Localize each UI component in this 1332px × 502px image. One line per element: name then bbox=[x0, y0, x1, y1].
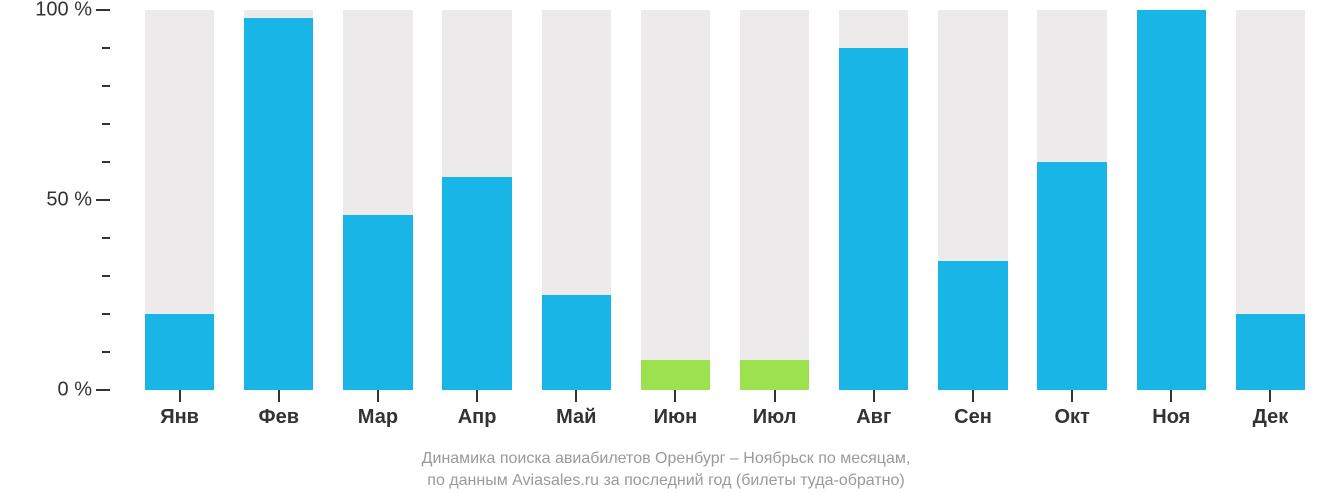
x-slot: Июн bbox=[626, 390, 725, 440]
y-minor-tick bbox=[102, 313, 110, 315]
bar-slot bbox=[527, 10, 626, 390]
bar-background bbox=[740, 10, 809, 390]
x-axis: Янв Фев Мар Апр Май Июн Июл Авг Сен Окт Ноя Дек bbox=[130, 390, 1320, 440]
x-tick bbox=[278, 390, 280, 402]
monthly-search-bar-chart: 0 %50 %100 % ЯнвФевМарАпрМайИюнИюлАвгСен… bbox=[0, 0, 1332, 502]
x-slot: Апр bbox=[428, 390, 527, 440]
y-minor-tick bbox=[102, 47, 110, 49]
bar-slot bbox=[130, 10, 229, 390]
x-axis-label: Мар bbox=[358, 406, 398, 429]
y-minor-tick bbox=[102, 275, 110, 277]
bar bbox=[145, 314, 214, 390]
x-tick bbox=[774, 390, 776, 402]
y-axis-label: 100 % bbox=[35, 0, 92, 22]
y-minor-tick bbox=[102, 351, 110, 353]
bar-slot bbox=[428, 10, 527, 390]
bar-slot bbox=[626, 10, 725, 390]
x-axis-label: Окт bbox=[1054, 406, 1089, 429]
y-minor-tick bbox=[102, 85, 110, 87]
x-tick bbox=[873, 390, 875, 402]
bar bbox=[1037, 162, 1106, 390]
bar-slot bbox=[824, 10, 923, 390]
bar bbox=[244, 18, 313, 390]
caption-line-1: Динамика поиска авиабилетов Оренбург – Н… bbox=[0, 450, 1332, 468]
x-slot: Мар bbox=[328, 390, 427, 440]
bar-slot bbox=[1221, 10, 1320, 390]
bars-container bbox=[130, 10, 1320, 390]
y-minor-tick bbox=[102, 237, 110, 239]
x-slot: Май bbox=[527, 390, 626, 440]
bar-slot bbox=[1023, 10, 1122, 390]
x-slot: Окт bbox=[1023, 390, 1122, 440]
x-axis-label: Ноя bbox=[1152, 406, 1190, 429]
x-tick bbox=[1071, 390, 1073, 402]
x-tick bbox=[1269, 390, 1271, 402]
x-axis-label: Фев bbox=[259, 406, 300, 429]
x-slot: Сен bbox=[923, 390, 1022, 440]
y-major-tick bbox=[96, 9, 110, 11]
y-minor-tick bbox=[102, 161, 110, 163]
bar-slot bbox=[725, 10, 824, 390]
x-tick bbox=[377, 390, 379, 402]
bar bbox=[442, 177, 511, 390]
x-slot: Ноя bbox=[1122, 390, 1221, 440]
x-axis-label: Апр bbox=[458, 406, 497, 429]
x-tick bbox=[179, 390, 181, 402]
x-tick bbox=[575, 390, 577, 402]
bar-slot bbox=[923, 10, 1022, 390]
x-slot: Фев bbox=[229, 390, 328, 440]
x-axis-label: Май bbox=[556, 406, 596, 429]
x-slot: Июл bbox=[725, 390, 824, 440]
x-slot: Янв bbox=[130, 390, 229, 440]
x-axis-label: Авг bbox=[856, 406, 891, 429]
x-tick bbox=[476, 390, 478, 402]
x-axis-label: Июл bbox=[753, 406, 797, 429]
y-major-tick bbox=[96, 389, 110, 391]
bar-slot bbox=[1122, 10, 1221, 390]
y-major-tick bbox=[96, 199, 110, 201]
x-slot: Авг bbox=[824, 390, 923, 440]
x-axis-label: Сен bbox=[954, 406, 992, 429]
x-slot: Дек bbox=[1221, 390, 1320, 440]
bar-background bbox=[641, 10, 710, 390]
bar bbox=[839, 48, 908, 390]
y-axis-label: 50 % bbox=[46, 189, 92, 212]
bar bbox=[343, 215, 412, 390]
bar bbox=[938, 261, 1007, 390]
bar bbox=[1137, 10, 1206, 390]
y-minor-tick bbox=[102, 123, 110, 125]
bar bbox=[542, 295, 611, 390]
caption-line-2: по данным Aviasales.ru за последний год … bbox=[0, 472, 1332, 490]
x-axis-label: Дек bbox=[1253, 406, 1289, 429]
bar bbox=[641, 360, 710, 390]
bar bbox=[1236, 314, 1305, 390]
plot-area bbox=[130, 10, 1320, 390]
x-tick bbox=[674, 390, 676, 402]
x-tick bbox=[972, 390, 974, 402]
bar-slot bbox=[328, 10, 427, 390]
bar-slot bbox=[229, 10, 328, 390]
y-axis: 0 %50 %100 % bbox=[0, 10, 130, 390]
x-axis-label: Июн bbox=[654, 406, 698, 429]
x-axis-label: Янв bbox=[160, 406, 199, 429]
bar bbox=[740, 360, 809, 390]
y-axis-label: 0 % bbox=[58, 379, 92, 402]
x-tick bbox=[1170, 390, 1172, 402]
